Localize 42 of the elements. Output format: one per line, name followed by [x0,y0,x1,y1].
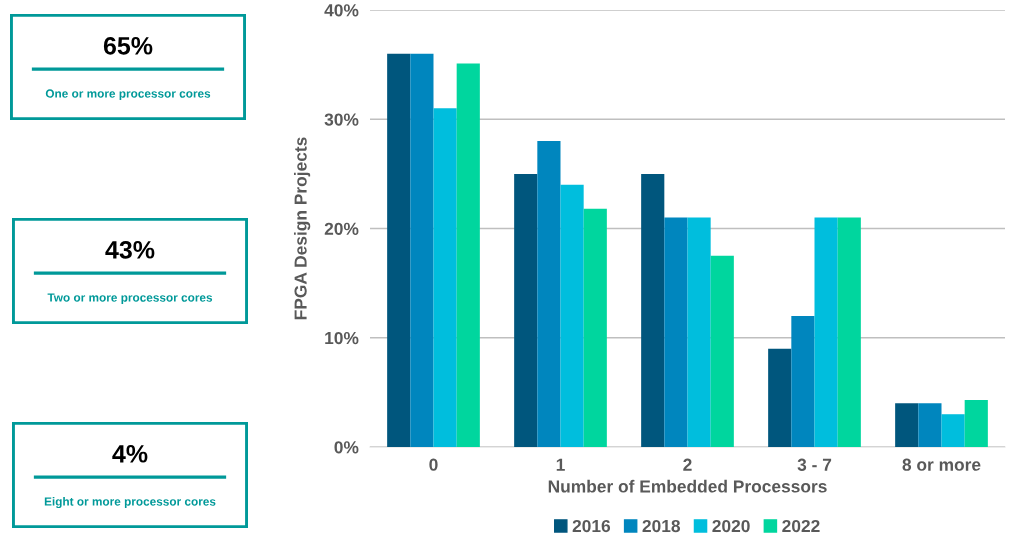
x-tick-label: 1 [556,458,565,471]
bar [837,217,861,447]
y-axis-title: FPGA Design Projects [293,137,311,320]
bar [941,414,965,447]
x-tick-label: 3 - 7 [797,458,832,471]
bar [456,63,480,447]
bar [387,53,411,447]
bar [687,217,711,447]
bar [537,141,561,447]
x-tick-label: 0 [429,458,438,471]
bar [814,217,838,447]
bar [410,53,434,447]
text: Two or more processor cores [47,293,213,305]
text: 43% [105,240,155,259]
y-tick-label: 30% [324,113,359,126]
y-tick-label: 20% [324,222,359,235]
legend-label: 2018 [642,519,681,533]
text: One or more processor cores [45,89,211,101]
legend-label: 2016 [572,519,611,533]
text: 65% [103,36,153,55]
text: Eight or more processor cores [44,497,216,509]
bar [768,348,792,447]
y-tick-label: 10% [325,331,359,345]
bar [583,208,607,447]
bar [514,173,538,447]
bar [918,403,942,447]
bar [641,173,665,447]
bar [964,400,988,447]
y-tick-label: 0% [334,441,359,454]
bar [791,315,815,447]
text: 4% [112,444,148,463]
x-tick-label: 8 or more [902,458,981,471]
legend-label: 2022 [782,519,820,533]
bar [664,217,688,447]
bar [560,184,584,447]
x-tick-label: 2 [683,458,692,471]
x-axis-title: Number of Embedded Processors [548,479,827,493]
bar [710,255,734,447]
bar [433,108,457,447]
y-tick-label: 40% [324,4,359,17]
legend-label: 2020 [712,519,750,533]
bar [895,403,919,447]
